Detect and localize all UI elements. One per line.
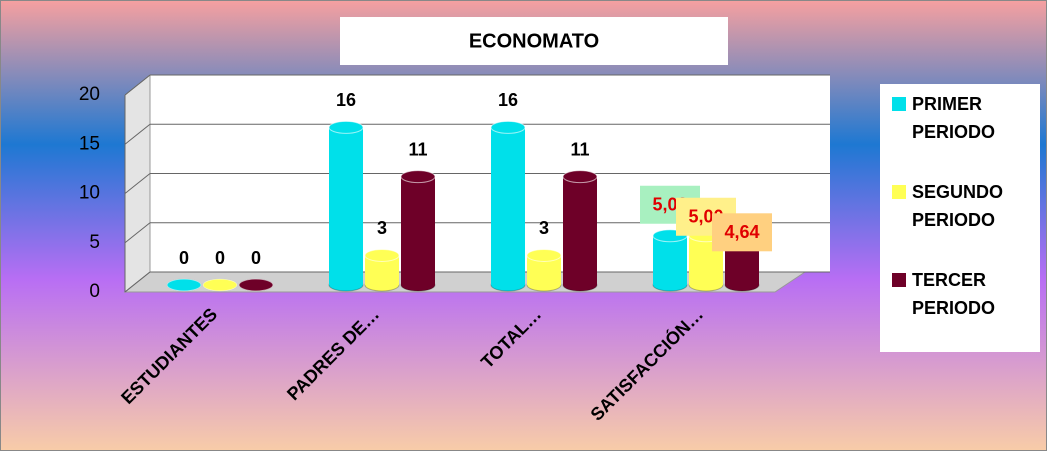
grid-line bbox=[124, 222, 151, 244]
y-tick-label: 0 bbox=[89, 281, 100, 302]
legend-swatch bbox=[892, 273, 906, 287]
bar-cap bbox=[202, 278, 238, 292]
y-tick-label: 10 bbox=[79, 183, 100, 204]
value-label: 16 bbox=[336, 90, 356, 110]
y-tick-label: 20 bbox=[79, 84, 100, 105]
legend-entry: TERCER PERIODO bbox=[892, 266, 1034, 354]
legend-swatch bbox=[892, 185, 906, 199]
bar-cap bbox=[400, 170, 436, 184]
value-label: 4,64 bbox=[724, 222, 759, 242]
legend-label: SEGUNDO PERIODO bbox=[912, 182, 1004, 230]
legend-label: PRIMER PERIODO bbox=[912, 94, 996, 142]
bar bbox=[653, 235, 687, 285]
value-label: 11 bbox=[570, 139, 589, 159]
bar bbox=[491, 127, 525, 286]
title-box bbox=[340, 17, 728, 65]
value-label: 16 bbox=[498, 90, 518, 110]
bar-cap bbox=[238, 278, 274, 292]
bar-cap bbox=[562, 170, 598, 184]
value-label: 3 bbox=[377, 218, 387, 238]
grid-line bbox=[124, 74, 151, 96]
grid-line bbox=[124, 173, 151, 194]
bar bbox=[563, 176, 597, 285]
bar bbox=[329, 127, 363, 286]
grid-line bbox=[124, 123, 151, 145]
value-label: 3 bbox=[539, 218, 549, 238]
bar-cap bbox=[490, 120, 526, 134]
value-label-box bbox=[712, 213, 772, 252]
bar-cap bbox=[166, 278, 202, 292]
y-tick-label: 15 bbox=[79, 133, 100, 154]
grid-line bbox=[124, 271, 151, 293]
bar-cap bbox=[328, 120, 364, 134]
legend-entry: SEGUNDO PERIODO bbox=[892, 178, 1034, 266]
value-label: 0 bbox=[179, 248, 189, 268]
bar-cap bbox=[364, 248, 400, 262]
value-label: 0 bbox=[251, 248, 261, 268]
value-label: 0 bbox=[215, 248, 225, 268]
bar-cap bbox=[526, 248, 562, 262]
value-label: 11 bbox=[408, 139, 427, 159]
legend: PRIMER PERIODO SEGUNDO PERIODO TERCER PERI… bbox=[880, 84, 1040, 352]
y-tick-label: 5 bbox=[89, 232, 100, 253]
bar bbox=[401, 176, 435, 285]
legend-entry: PRIMER PERIODO bbox=[892, 90, 1034, 178]
legend-label: TERCER PERIODO bbox=[912, 270, 996, 318]
chart-title: ECONOMATO bbox=[469, 30, 599, 52]
legend-swatch bbox=[892, 97, 906, 111]
